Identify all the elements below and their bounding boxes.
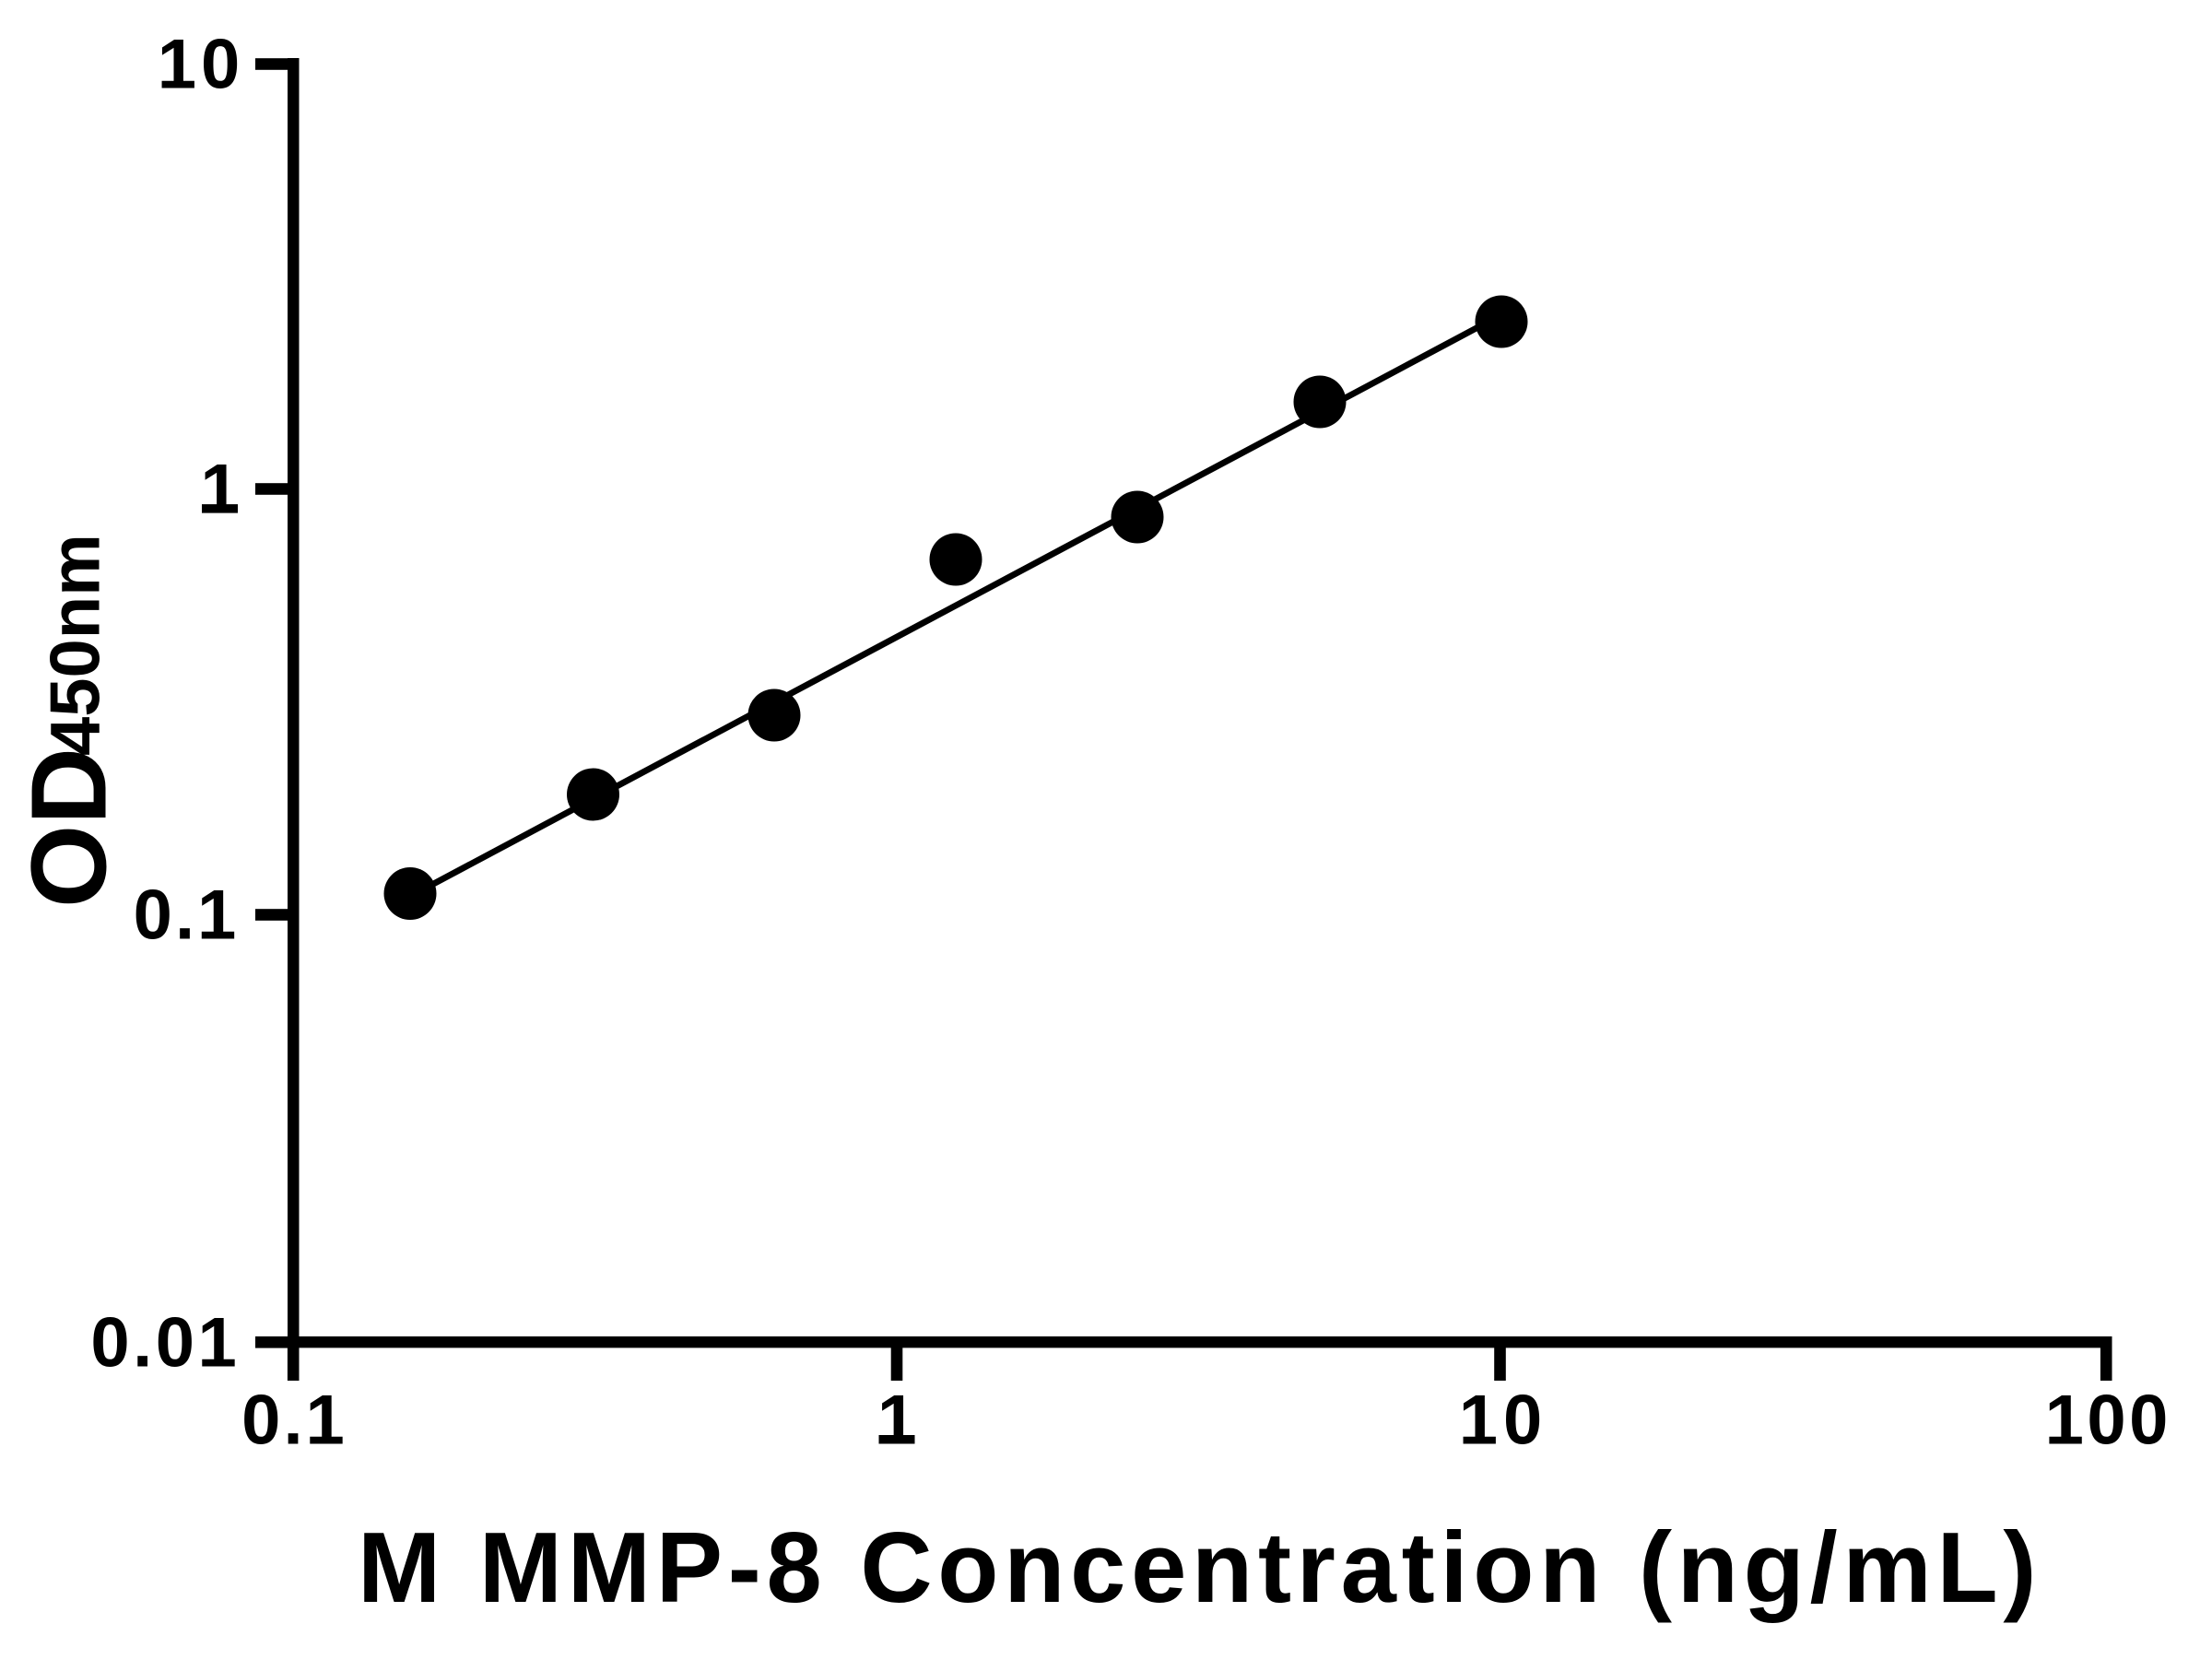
svg-text:450nm: 450nm (37, 534, 115, 756)
svg-text:0.1: 0.1 (134, 877, 240, 955)
svg-text:100: 100 (2045, 1382, 2171, 1460)
svg-text:OD: OD (9, 747, 129, 908)
svg-text:1: 1 (200, 451, 239, 529)
svg-text:0.01: 0.01 (90, 1303, 240, 1382)
svg-text:0.1: 0.1 (241, 1382, 347, 1460)
svg-text:M MMP-8 Concentration (ng/mL): M MMP-8 Concentration (ng/mL) (358, 1512, 2041, 1623)
svg-text:1: 1 (877, 1382, 916, 1460)
svg-text:10: 10 (1459, 1382, 1548, 1460)
svg-text:10: 10 (158, 26, 245, 104)
